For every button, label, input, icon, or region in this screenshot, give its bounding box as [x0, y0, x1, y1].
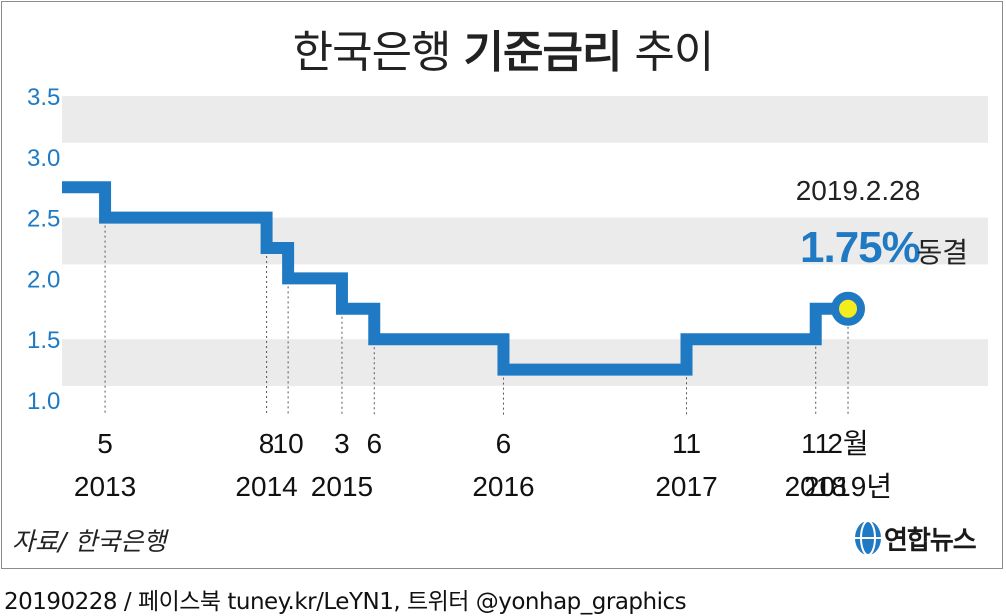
x-year-label: 2014: [235, 471, 297, 502]
rate-step-line: [62, 181, 849, 376]
x-month-label: 10: [273, 428, 304, 459]
x-month-label: 11: [801, 428, 830, 459]
y-tick-label: 2.5: [27, 206, 60, 233]
x-year-label: 2019년: [804, 471, 892, 502]
x-year-label: 2015: [311, 471, 373, 502]
y-tick-label: 1.0: [27, 388, 60, 415]
title-part-2: 추이: [621, 27, 714, 78]
source-note: 자료/ 한국은행: [12, 527, 167, 556]
x-year-label: 2016: [472, 471, 534, 502]
band-2: [62, 339, 988, 386]
y-tick-label: 3.5: [27, 84, 60, 111]
latest-point-marker: [831, 291, 866, 326]
annotation-value: 1.75%: [800, 223, 920, 272]
x-month-label: 5: [97, 428, 113, 459]
footer-credit: 20190228 / 페이스북 tuney.kr/LeYN1, 트위터 @yon…: [4, 589, 687, 615]
title-part-1: 한국은행: [292, 27, 464, 78]
x-year-label: 2018: [785, 471, 847, 502]
annotation-date: 2019.2.28: [796, 175, 921, 206]
title-bold: 기준금리: [463, 27, 623, 78]
band-0: [62, 96, 988, 143]
yonhap-logo: 연합뉴스: [852, 516, 997, 560]
logo-globe-icon: [855, 520, 881, 556]
x-month-label: 2월: [827, 428, 868, 459]
x-year-label: 2017: [655, 471, 717, 502]
y-tick-label: 2.0: [27, 266, 60, 293]
x-month-label: 8: [259, 428, 275, 459]
x-year-label: 2013: [74, 471, 136, 502]
annotation-note: 동결: [916, 237, 968, 268]
y-tick-label: 3.0: [27, 145, 60, 172]
x-month-label: 6: [496, 428, 512, 459]
rate-series: [62, 181, 866, 376]
x-axis-labels: 5 2013 8 2014 10 3 2015 6 6 2016 11 2017 11 2018 2월 201…: [74, 428, 892, 502]
y-axis: 1.0 1.5 2.0 2.5 3.0 3.5: [27, 84, 60, 415]
x-month-label: 6: [366, 428, 382, 459]
band-1: [62, 217, 988, 265]
background-bands: [62, 96, 988, 386]
latest-annotation: 2019.2.28 1.75%동결: [796, 175, 968, 272]
chart-frame: [1, 1, 1003, 569]
y-tick-label: 1.5: [27, 327, 60, 354]
x-month-label: 3: [334, 428, 350, 459]
logo-text: 연합뉴스: [884, 526, 977, 556]
chart-title: 한국은행 기준금리 추이: [0, 16, 1006, 80]
x-month-label: 11: [672, 428, 701, 459]
